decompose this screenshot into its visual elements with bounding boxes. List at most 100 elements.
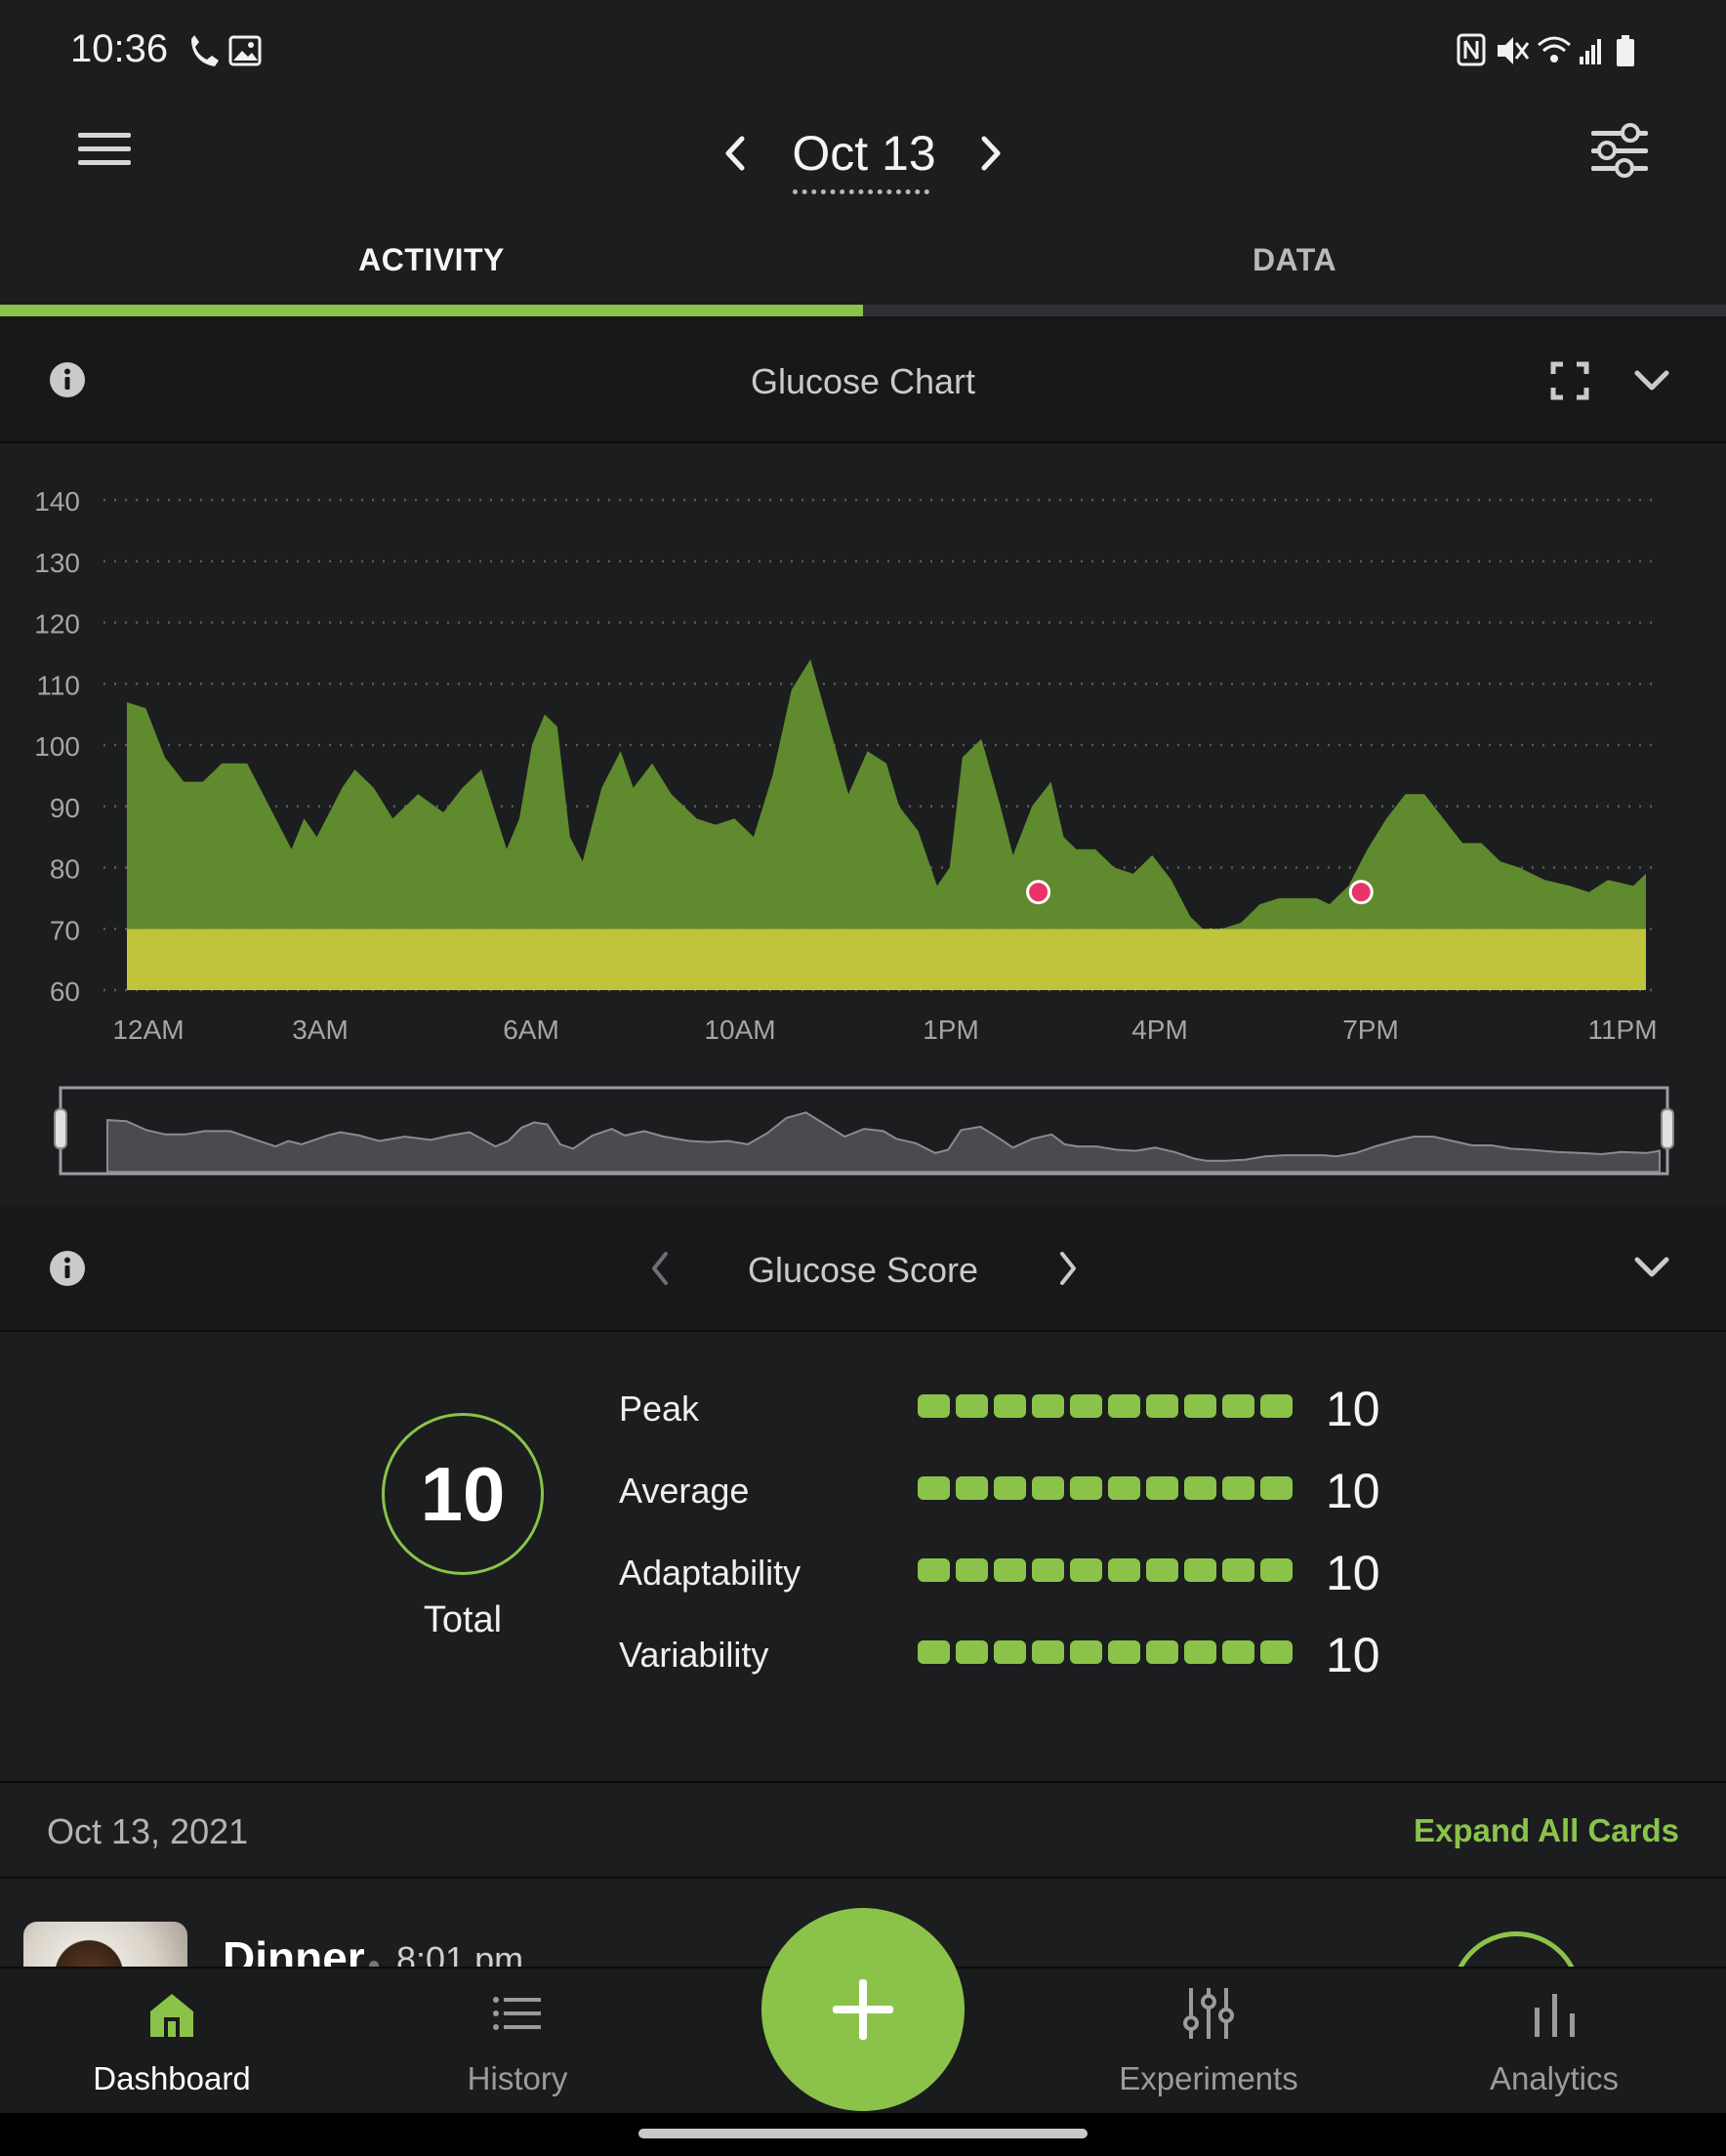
- y-tick-label: 60: [50, 976, 80, 1007]
- y-tick-label: 70: [50, 915, 80, 945]
- score-segment: [1260, 1640, 1293, 1664]
- expand-all-cards-link[interactable]: Expand All Cards: [1413, 1812, 1679, 1848]
- score-segment: [1260, 1476, 1293, 1500]
- x-tick-label: 3AM: [292, 1015, 349, 1045]
- tab-data[interactable]: DATA: [1252, 242, 1337, 277]
- score-segment: [1184, 1558, 1216, 1582]
- previous-card-chevron-icon[interactable]: [648, 1250, 672, 1289]
- date-dotted-underline: [793, 189, 929, 194]
- score-segment: [1070, 1476, 1102, 1500]
- x-tick-label: 12AM: [112, 1015, 184, 1045]
- score-segment: [956, 1558, 988, 1582]
- menu-icon[interactable]: [76, 131, 135, 170]
- list-icon: [493, 1997, 541, 2030]
- date-selector[interactable]: Oct 13: [792, 126, 936, 181]
- info-icon[interactable]: [49, 1250, 86, 1287]
- image-icon: [228, 35, 262, 66]
- chevron-down-icon[interactable]: [1632, 367, 1671, 394]
- score-segment: [1222, 1476, 1254, 1500]
- metric-bar-adaptability: [918, 1558, 1293, 1582]
- y-tick-label: 110: [36, 670, 80, 700]
- score-segment: [1184, 1640, 1216, 1664]
- event-marker: [1348, 880, 1374, 905]
- score-segment: [918, 1476, 950, 1500]
- home-icon: [150, 1994, 193, 2037]
- y-tick-label: 100: [34, 731, 80, 762]
- total-score-circle: 10: [382, 1413, 544, 1575]
- filter-settings-icon[interactable]: [1589, 123, 1652, 178]
- nav-label-experiments: Experiments: [1119, 2060, 1298, 2096]
- add-entry-button[interactable]: [761, 1908, 965, 2111]
- nav-label-analytics: Analytics: [1489, 2060, 1620, 2096]
- x-tick-label: 11PM: [1587, 1015, 1657, 1045]
- metric-label-variability: Variability: [619, 1635, 769, 1675]
- previous-day-button[interactable]: [720, 135, 750, 174]
- dinner-card[interactable]: Dinner 8:01 pm: [0, 1877, 1726, 1967]
- metric-bar-peak: [918, 1394, 1293, 1418]
- glucose-chart-header: [0, 316, 1726, 443]
- y-tick-label: 130: [34, 548, 80, 578]
- glucose-score-header: [0, 1205, 1726, 1332]
- metric-bar-average: [918, 1476, 1293, 1500]
- score-segment: [1146, 1558, 1178, 1582]
- score-segment: [1032, 1476, 1064, 1500]
- score-segment: [1260, 1558, 1293, 1582]
- glucose-area: [127, 659, 1646, 930]
- score-segment: [994, 1394, 1026, 1418]
- score-segment: [1070, 1640, 1102, 1664]
- glucose-score-body: [0, 1332, 1726, 1779]
- metric-value-adaptability: 10: [1326, 1546, 1380, 1600]
- tab-activity[interactable]: ACTIVITY: [358, 242, 505, 277]
- metric-value-average: 10: [1326, 1464, 1380, 1518]
- dinner-score-ring: [1451, 1931, 1582, 1967]
- score-segment: [918, 1558, 950, 1582]
- dinner-title: Dinner: [223, 1932, 365, 1967]
- score-segment: [1222, 1558, 1254, 1582]
- separator-dot: [369, 1961, 379, 1967]
- gesture-handle[interactable]: [638, 2129, 1088, 2138]
- range-handle-right: [1661, 1108, 1674, 1149]
- status-notification-icons: [191, 35, 262, 66]
- chevron-down-icon[interactable]: [1632, 1254, 1671, 1281]
- glucose-score-title: Glucose Score: [747, 1250, 979, 1290]
- score-segment: [1070, 1558, 1102, 1582]
- x-tick-label: 6AM: [503, 1015, 559, 1045]
- score-segment: [1184, 1476, 1216, 1500]
- signal-icon: [1580, 39, 1601, 64]
- y-tick-label: 80: [50, 854, 80, 885]
- score-segment: [956, 1640, 988, 1664]
- dinner-photo: [23, 1922, 187, 1967]
- score-segment: [1108, 1558, 1140, 1582]
- metric-label-peak: Peak: [619, 1389, 700, 1429]
- glucose-chart[interactable]: 60 70 80 90 100 110 120 130 140 12AM 3AM 6AM 10AM 1PM…: [0, 443, 1726, 1205]
- next-day-button[interactable]: [976, 135, 1006, 174]
- score-segment: [994, 1558, 1026, 1582]
- x-tick-label: 1PM: [923, 1015, 979, 1045]
- metric-bar-variability: [918, 1640, 1293, 1664]
- total-score-label: Total: [423, 1599, 503, 1640]
- next-card-chevron-icon[interactable]: [1056, 1250, 1080, 1289]
- score-segment: [994, 1640, 1026, 1664]
- nav-label-history: History: [467, 2060, 568, 2096]
- experiments-sliders-icon: [1183, 1988, 1234, 2039]
- mute-icon: [1498, 37, 1530, 64]
- metric-value-peak: 10: [1326, 1382, 1380, 1436]
- tab-active-indicator: [0, 305, 863, 316]
- score-segment: [994, 1476, 1026, 1500]
- info-icon[interactable]: [49, 361, 86, 398]
- x-tick-label: 10AM: [704, 1015, 775, 1045]
- metric-value-variability: 10: [1326, 1628, 1380, 1682]
- nfc-icon: [1457, 33, 1486, 66]
- score-segment: [1146, 1476, 1178, 1500]
- score-segment: [1184, 1394, 1216, 1418]
- event-marker: [1026, 880, 1051, 905]
- wifi-icon: [1538, 36, 1571, 62]
- score-segment: [1108, 1394, 1140, 1418]
- status-time: 10:36: [70, 27, 169, 70]
- fullscreen-icon[interactable]: [1550, 361, 1589, 400]
- range-handle-left: [54, 1108, 67, 1149]
- score-segment: [1146, 1640, 1178, 1664]
- y-tick-label: 140: [34, 486, 80, 517]
- score-segment: [1222, 1394, 1254, 1418]
- phone-icon: [191, 35, 219, 66]
